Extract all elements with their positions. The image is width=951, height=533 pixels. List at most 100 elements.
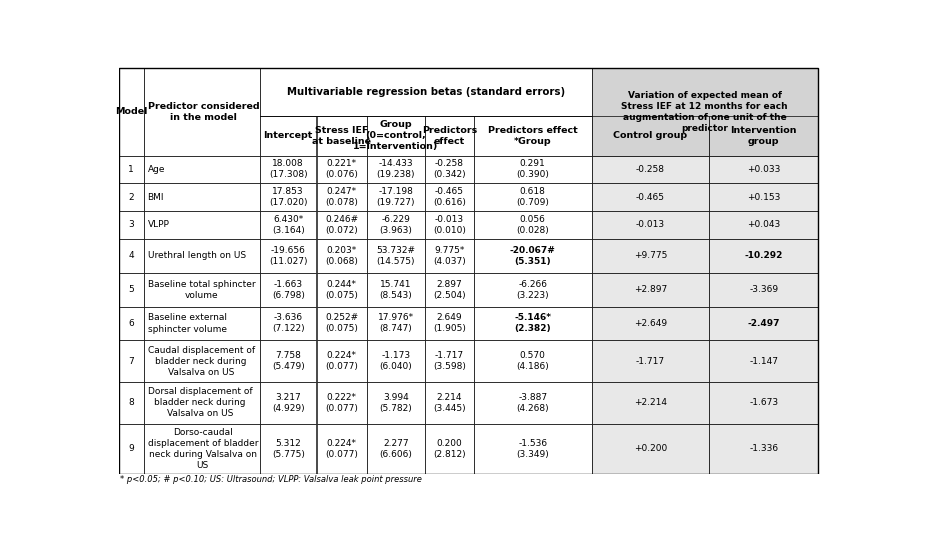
Bar xyxy=(260,183,317,211)
Text: Model: Model xyxy=(115,107,147,116)
Text: 0.291
(0.390): 0.291 (0.390) xyxy=(516,159,549,180)
Text: Dorsal displacement of
bladder neck during
Valsalva on US: Dorsal displacement of bladder neck duri… xyxy=(147,387,252,418)
Bar xyxy=(709,211,818,239)
Text: Multivariable regression betas (standard errors): Multivariable regression betas (standard… xyxy=(286,87,565,96)
Bar xyxy=(367,183,425,211)
Text: -1.717
(3.598): -1.717 (3.598) xyxy=(433,351,466,371)
Bar xyxy=(260,382,317,424)
Bar xyxy=(144,306,260,341)
Text: 0.247*
(0.078): 0.247* (0.078) xyxy=(325,187,359,207)
Bar xyxy=(367,382,425,424)
Bar xyxy=(119,424,144,474)
Text: -3.636
(7.122): -3.636 (7.122) xyxy=(272,313,304,334)
Bar xyxy=(119,211,144,239)
Bar xyxy=(119,273,144,306)
Text: 0.252#
(0.075): 0.252# (0.075) xyxy=(325,313,359,334)
Bar xyxy=(592,424,709,474)
Bar xyxy=(709,116,818,156)
Text: -0.013: -0.013 xyxy=(636,220,665,229)
Text: Baseline external
sphincter volume: Baseline external sphincter volume xyxy=(147,313,226,334)
Text: Urethral length on US: Urethral length on US xyxy=(147,251,245,260)
Text: -6.229
(3.963): -6.229 (3.963) xyxy=(379,215,413,235)
Text: 3.994
(5.782): 3.994 (5.782) xyxy=(379,393,413,413)
Bar xyxy=(260,68,592,116)
Bar xyxy=(592,239,709,273)
Bar xyxy=(144,341,260,382)
Text: Variation of expected mean of
Stress IEF at 12 months for each
augmentation of o: Variation of expected mean of Stress IEF… xyxy=(621,91,788,133)
Bar xyxy=(144,273,260,306)
Text: -1.536
(3.349): -1.536 (3.349) xyxy=(516,439,549,459)
Text: 2.649
(1.905): 2.649 (1.905) xyxy=(433,313,466,334)
Text: Age: Age xyxy=(147,165,165,174)
Text: 4: 4 xyxy=(128,251,134,260)
Text: 17.976*
(8.747): 17.976* (8.747) xyxy=(378,313,414,334)
Text: 8: 8 xyxy=(128,398,134,407)
Bar xyxy=(260,273,317,306)
Text: 0.221*
(0.076): 0.221* (0.076) xyxy=(325,159,359,180)
Bar xyxy=(425,341,474,382)
Text: 5.312
(5.775): 5.312 (5.775) xyxy=(272,439,304,459)
Text: 2.214
(3.445): 2.214 (3.445) xyxy=(433,393,466,413)
Bar xyxy=(425,306,474,341)
Text: Predictor considered
in the model: Predictor considered in the model xyxy=(147,102,260,122)
Bar xyxy=(317,306,367,341)
Bar xyxy=(317,273,367,306)
Bar xyxy=(367,273,425,306)
Text: Baseline total sphincter
volume: Baseline total sphincter volume xyxy=(147,279,255,300)
Bar xyxy=(474,273,592,306)
Text: 0.246#
(0.072): 0.246# (0.072) xyxy=(325,215,359,235)
Bar xyxy=(260,211,317,239)
Text: +0.033: +0.033 xyxy=(747,165,781,174)
Text: -3.369: -3.369 xyxy=(749,285,778,294)
Text: -0.258
(0.342): -0.258 (0.342) xyxy=(433,159,466,180)
Bar xyxy=(317,211,367,239)
Text: +0.153: +0.153 xyxy=(747,192,781,201)
Bar xyxy=(119,183,144,211)
Text: 0.224*
(0.077): 0.224* (0.077) xyxy=(325,439,359,459)
Text: Caudal displacement of
bladder neck during
Valsalva on US: Caudal displacement of bladder neck duri… xyxy=(147,345,255,377)
Bar xyxy=(367,341,425,382)
Text: -1.673: -1.673 xyxy=(749,398,778,407)
Text: 0.570
(4.186): 0.570 (4.186) xyxy=(516,351,549,371)
Bar xyxy=(592,382,709,424)
Text: -1.173
(6.040): -1.173 (6.040) xyxy=(379,351,413,371)
Bar xyxy=(317,183,367,211)
Bar xyxy=(144,239,260,273)
Bar xyxy=(474,341,592,382)
Bar xyxy=(119,306,144,341)
Bar xyxy=(144,424,260,474)
Text: 2: 2 xyxy=(128,192,134,201)
Bar xyxy=(144,183,260,211)
Bar xyxy=(425,424,474,474)
Bar xyxy=(317,341,367,382)
Text: 53.732#
(14.575): 53.732# (14.575) xyxy=(377,246,416,266)
Text: -0.013
(0.010): -0.013 (0.010) xyxy=(433,215,466,235)
Bar xyxy=(425,382,474,424)
Text: 7.758
(5.479): 7.758 (5.479) xyxy=(272,351,304,371)
Bar xyxy=(367,239,425,273)
Text: -0.258: -0.258 xyxy=(636,165,665,174)
Bar xyxy=(592,68,818,156)
Text: -3.887
(4.268): -3.887 (4.268) xyxy=(516,393,549,413)
Bar xyxy=(425,116,474,156)
Bar xyxy=(144,156,260,183)
Bar xyxy=(260,156,317,183)
Text: +9.775: +9.775 xyxy=(633,251,668,260)
Text: 0.222*
(0.077): 0.222* (0.077) xyxy=(325,393,359,413)
Text: 0.244*
(0.075): 0.244* (0.075) xyxy=(325,279,359,300)
Text: 9: 9 xyxy=(128,445,134,454)
Bar xyxy=(474,211,592,239)
Bar xyxy=(709,273,818,306)
Text: -0.465
(0.616): -0.465 (0.616) xyxy=(433,187,466,207)
Text: -1.336: -1.336 xyxy=(749,445,778,454)
Bar xyxy=(260,239,317,273)
Text: -1.717: -1.717 xyxy=(636,357,665,366)
Text: 0.618
(0.709): 0.618 (0.709) xyxy=(516,187,549,207)
Text: 6.430*
(3.164): 6.430* (3.164) xyxy=(272,215,304,235)
Bar xyxy=(474,306,592,341)
Bar xyxy=(260,116,317,156)
Text: +2.897: +2.897 xyxy=(634,285,668,294)
Bar xyxy=(709,306,818,341)
Bar xyxy=(709,341,818,382)
Bar xyxy=(317,239,367,273)
